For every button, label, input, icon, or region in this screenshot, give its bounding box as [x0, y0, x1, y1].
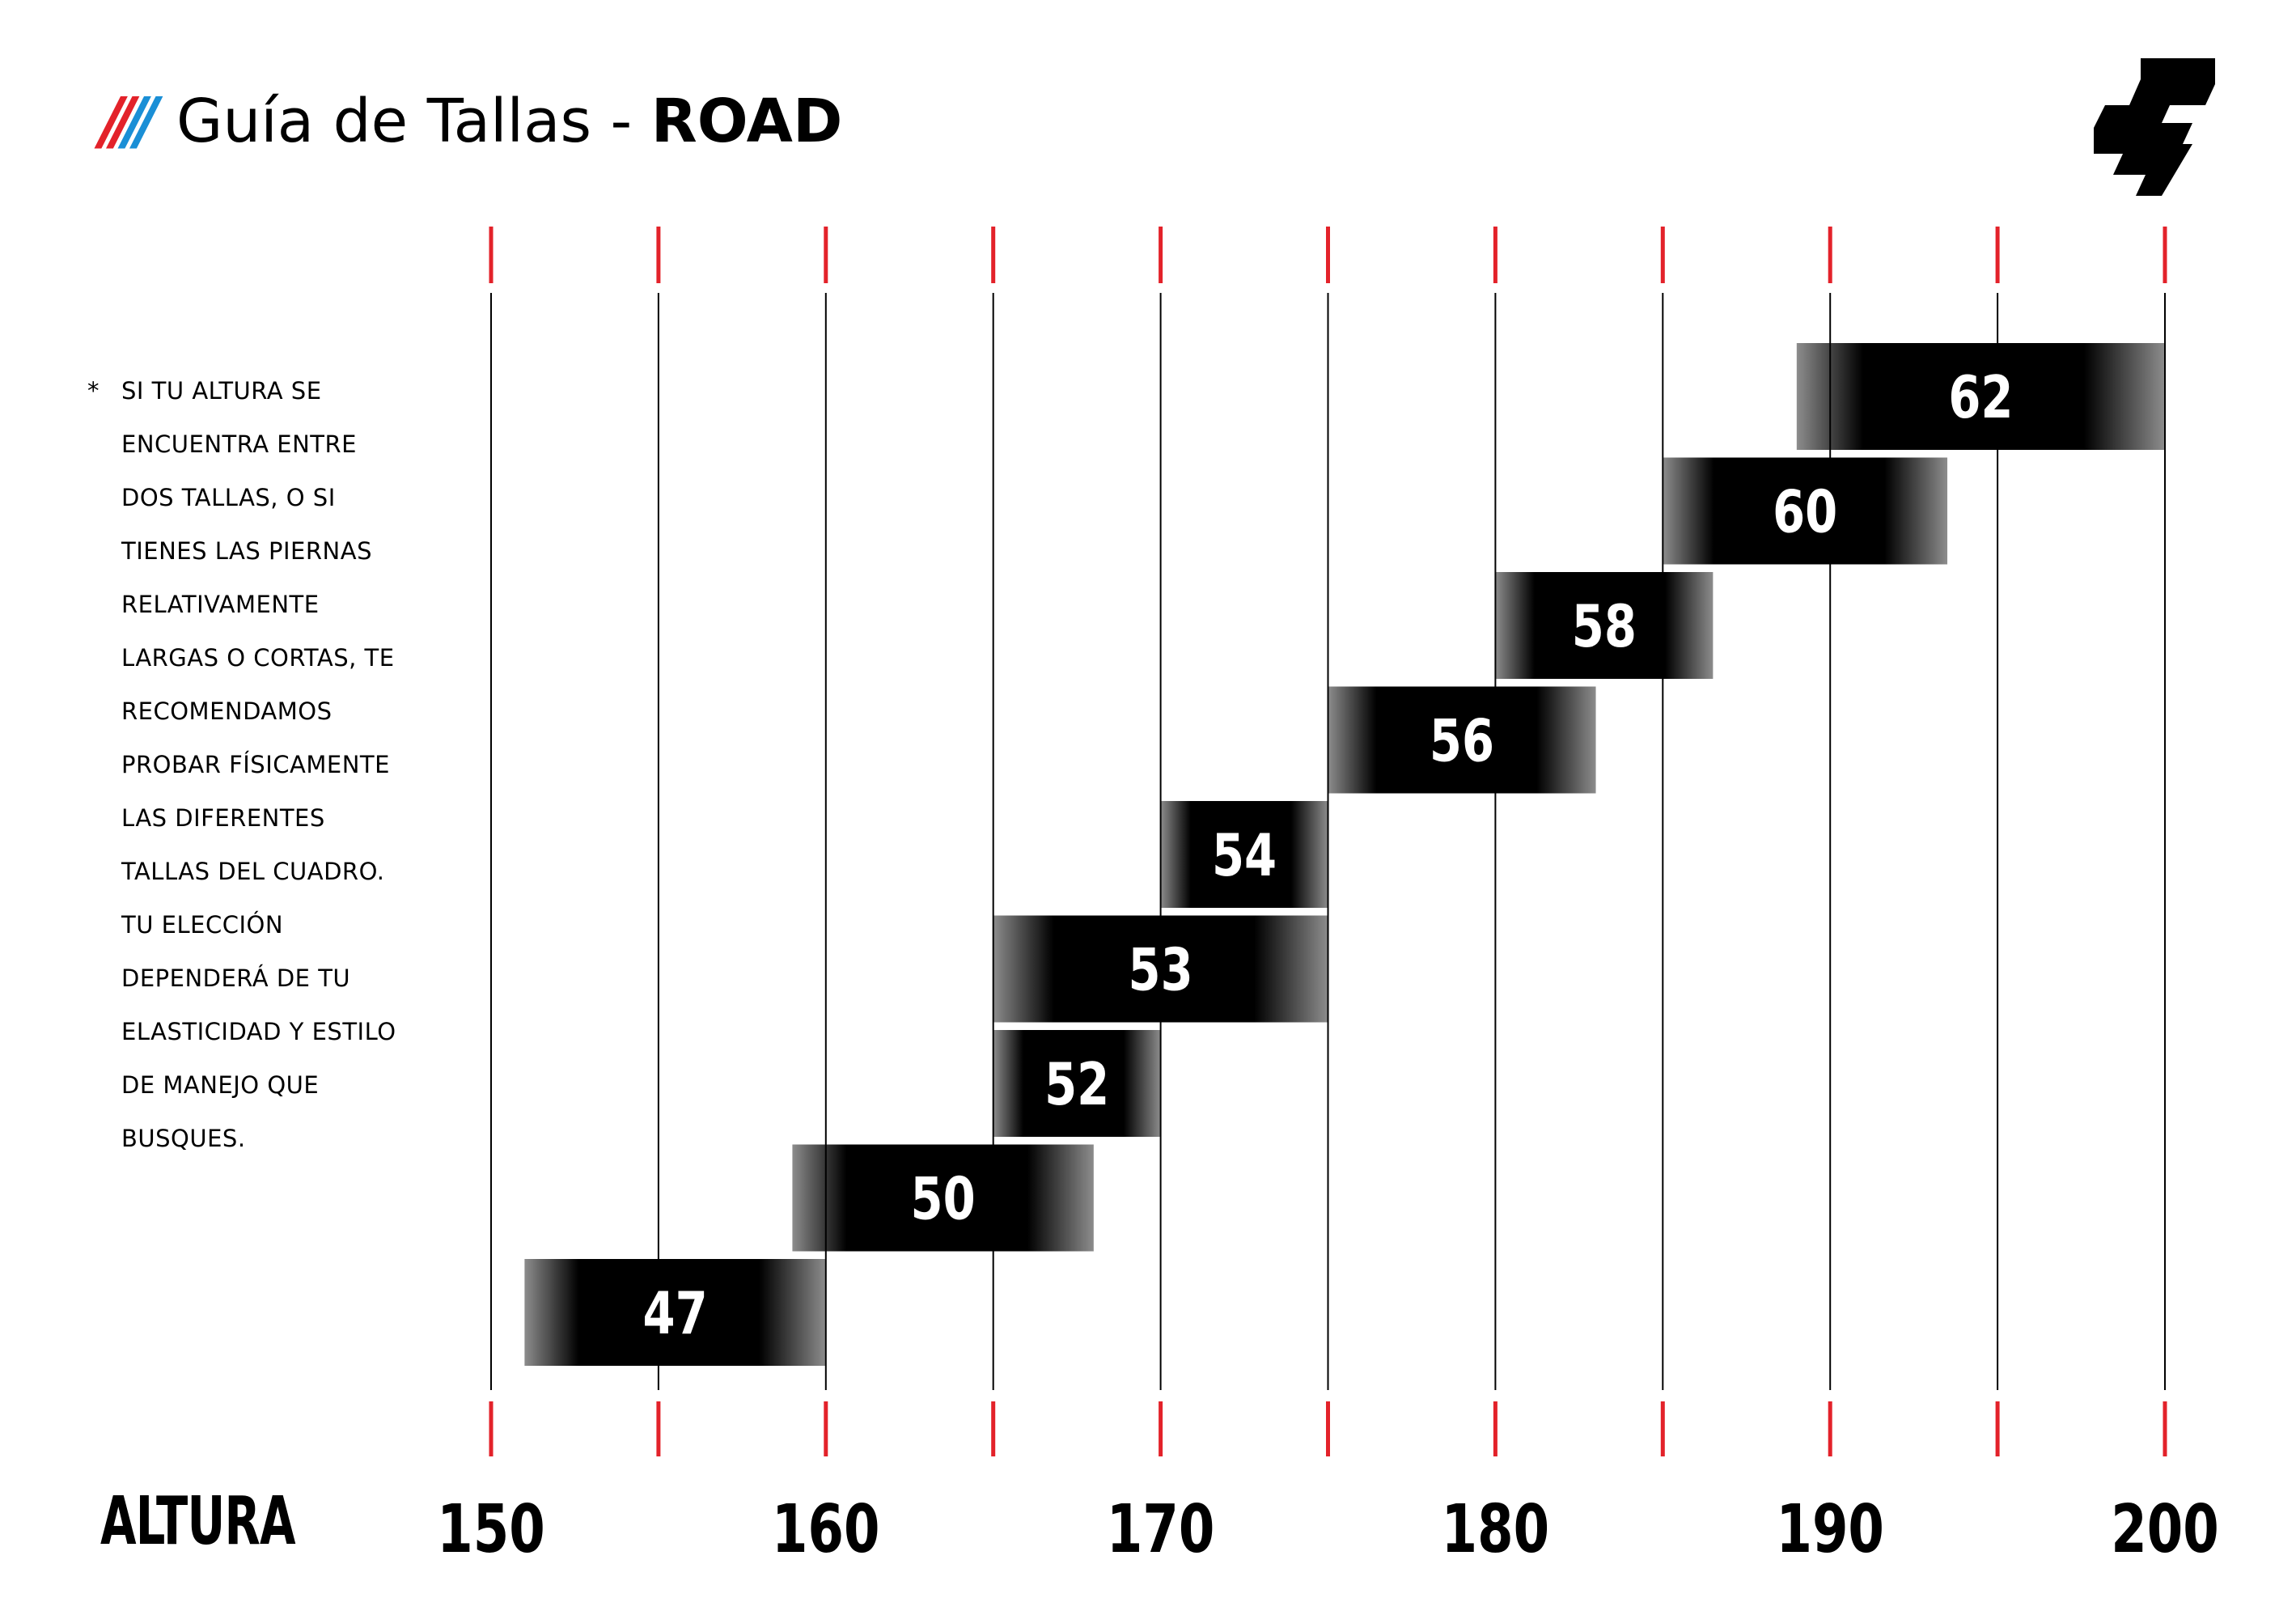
x-tick-label: 170: [1107, 1491, 1214, 1568]
size-bar-label: 62: [1948, 364, 2013, 432]
x-tick-label: 190: [1776, 1491, 1883, 1568]
x-tick-label: 200: [2111, 1491, 2218, 1568]
note-line: DE MANEJO QUE: [121, 1071, 320, 1099]
size-bar-rect: [993, 915, 1328, 1023]
note-asterisk: *: [87, 377, 100, 405]
note-line: SI TU ALTURA SE: [121, 377, 322, 405]
size-bar-label: 47: [643, 1280, 708, 1348]
size-bar-rect: [792, 1144, 1094, 1252]
note-line: ELASTICIDAD Y ESTILO: [121, 1018, 396, 1045]
note-line: BUSQUES.: [121, 1125, 246, 1152]
size-bar-54: 54: [1160, 801, 1328, 908]
size-bar-label: 52: [1044, 1051, 1109, 1119]
page-title-bold: ROAD: [650, 87, 843, 156]
size-bar-58: 58: [1495, 572, 1714, 679]
size-bar-52: 52: [993, 1030, 1161, 1137]
note-text: SI TU ALTURA SE ENCUENTRA ENTRE DOS TALLAS…: [121, 364, 445, 1165]
x-tick-label: 180: [1442, 1491, 1549, 1568]
size-bar-rect: [1796, 343, 2165, 450]
size-bar-50: 50: [792, 1144, 1094, 1252]
size-bar-56: 56: [1328, 686, 1596, 794]
size-bar-rect: [1663, 457, 1948, 565]
header: //// Guía de Tallas - ROAD: [100, 77, 842, 166]
x-axis-label: ALTURA: [100, 1483, 296, 1560]
note-line: LAS DIFERENTES: [121, 804, 325, 832]
page-title: Guía de Tallas - ROAD: [176, 91, 842, 151]
size-bar-62: 62: [1796, 343, 2165, 450]
size-bar-label: 50: [911, 1165, 976, 1233]
note-line: ENCUENTRA ENTRE: [121, 430, 357, 458]
note-line: DEPENDERÁ DE TU: [121, 964, 351, 992]
note-line: TU ELECCIÓN: [121, 911, 284, 939]
size-bar-label: 54: [1212, 822, 1277, 890]
size-bar-label: 60: [1773, 478, 1837, 546]
x-tick-label: 150: [437, 1491, 544, 1568]
size-bar-label: 56: [1430, 707, 1494, 775]
size-bar-label: 53: [1129, 936, 1193, 1004]
brand-logo-icon: [2094, 58, 2215, 196]
note-line: TIENES LAS PIERNAS: [121, 537, 372, 565]
note-line: DOS TALLAS, O SI: [121, 484, 336, 511]
note-line: RELATIVAMENTE: [121, 591, 320, 618]
size-bar-rect: [1160, 801, 1328, 908]
x-tick-label: 160: [772, 1491, 879, 1568]
note-line: PROBAR FÍSICAMENTE: [121, 751, 390, 778]
size-bar-60: 60: [1663, 457, 1948, 565]
x-tick-labels: 150 160 170 180 190 200: [437, 1491, 2218, 1568]
size-bar-47: 47: [524, 1259, 826, 1366]
note-line: RECOMENDAMOS: [121, 697, 333, 725]
note-line: TALLAS DEL CUADRO.: [121, 858, 385, 885]
size-bar-rect: [993, 1030, 1161, 1137]
size-bar-53: 53: [993, 915, 1328, 1023]
size-bar-rect: [1328, 686, 1596, 794]
page-title-main: Guía de Tallas -: [176, 87, 651, 156]
size-bars: 62 60 58 56 54 53 52 50 47: [524, 343, 2165, 1366]
size-bar-rect: [1495, 572, 1714, 679]
size-bar-rect: [524, 1259, 826, 1366]
note-line: LARGAS O CORTAS, TE: [121, 644, 395, 672]
size-bar-label: 58: [1572, 593, 1637, 661]
